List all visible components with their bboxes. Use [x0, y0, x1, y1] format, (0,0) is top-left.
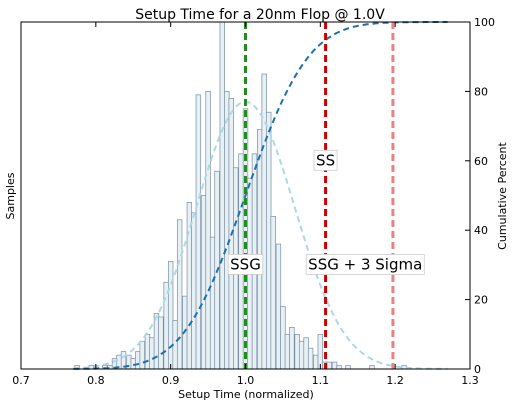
x-tick-label: 0.7 — [12, 374, 30, 387]
histogram-bar — [167, 261, 174, 370]
histogram-bars — [74, 21, 407, 370]
histogram-bar — [266, 111, 272, 370]
histogram-bar — [289, 327, 295, 370]
x-tick-label: 1.1 — [312, 374, 330, 387]
annotation-box — [227, 253, 264, 275]
x-tick-label: 1.0 — [237, 374, 255, 387]
histogram-bar — [336, 365, 342, 370]
histogram-bar — [88, 365, 95, 370]
histogram-bar — [345, 365, 351, 370]
histogram-bar — [191, 212, 197, 370]
histogram-bar — [317, 333, 324, 370]
axes: 0.7 0.8 0.9 1.0 1.1 1.2 1.30 20 40 60 80 100 — [12, 16, 495, 387]
histogram-bar — [298, 340, 305, 370]
histogram-bar — [176, 219, 183, 370]
y-axis-label: Samples — [4, 172, 17, 219]
histogram-bar — [303, 337, 309, 370]
normal-fit-curve — [73, 100, 448, 370]
chart-title: Setup Time for a 20nm Flop @ 1.0V — [135, 7, 385, 23]
x-tick-label: 0.9 — [162, 374, 180, 387]
histogram-bar — [195, 94, 202, 370]
histogram-bar — [313, 354, 319, 370]
annotation-text: SS — [316, 151, 335, 169]
annotations: SSG SS SSG + 3 Sigma — [227, 149, 425, 275]
x-tick-label: 1.3 — [461, 374, 479, 387]
histogram-bar — [205, 91, 211, 370]
histogram-bar — [270, 215, 276, 370]
annotation: SSG — [227, 253, 264, 275]
histogram-bar — [307, 347, 314, 370]
annotation-text: SSG + 3 Sigma — [308, 255, 422, 273]
y2-tick-label: 60 — [474, 155, 488, 168]
y2-tick-label: 40 — [474, 224, 488, 237]
histogram-bar — [401, 365, 407, 370]
annotation-text: SSG — [230, 255, 261, 273]
x-tick-label: 0.8 — [87, 374, 105, 387]
y2-tick-label: 0 — [474, 363, 481, 376]
annotation-box — [313, 149, 338, 171]
histogram-bar — [219, 21, 225, 370]
y2-axis-label: Cumulative Percent — [496, 141, 509, 249]
histogram-bar — [144, 333, 151, 370]
y2-tick-label: 100 — [474, 16, 495, 29]
x-axis-label: Setup Time (normalized) — [178, 388, 314, 401]
histogram-bar — [331, 361, 338, 370]
histogram-bar — [139, 340, 145, 370]
corner-lines — [244, 22, 395, 369]
histogram-bar — [257, 129, 263, 370]
annotation: SS — [313, 149, 338, 171]
histogram-bar — [200, 195, 207, 370]
annotation: SSG + 3 Sigma — [305, 253, 425, 275]
histogram-bar — [224, 91, 230, 370]
histogram-bar — [209, 236, 216, 370]
cumulative-curve — [73, 21, 448, 370]
y2-tick-label: 80 — [474, 85, 488, 98]
histogram-bar — [275, 243, 282, 370]
annotation-box — [305, 253, 425, 275]
histogram-bar — [163, 281, 169, 370]
x-tick-label: 1.2 — [386, 374, 404, 387]
histogram-bar — [326, 361, 333, 370]
histogram-bar — [149, 337, 155, 370]
histogram-bar — [158, 316, 164, 370]
histogram-bar — [284, 333, 291, 370]
y2-tick-label: 20 — [474, 294, 488, 307]
histogram-bar — [369, 365, 375, 370]
histogram-bar — [135, 351, 141, 370]
histogram-bar — [280, 306, 286, 370]
histogram-bar — [294, 333, 300, 370]
histogram-bar — [153, 313, 160, 370]
curves-layer — [73, 21, 448, 370]
